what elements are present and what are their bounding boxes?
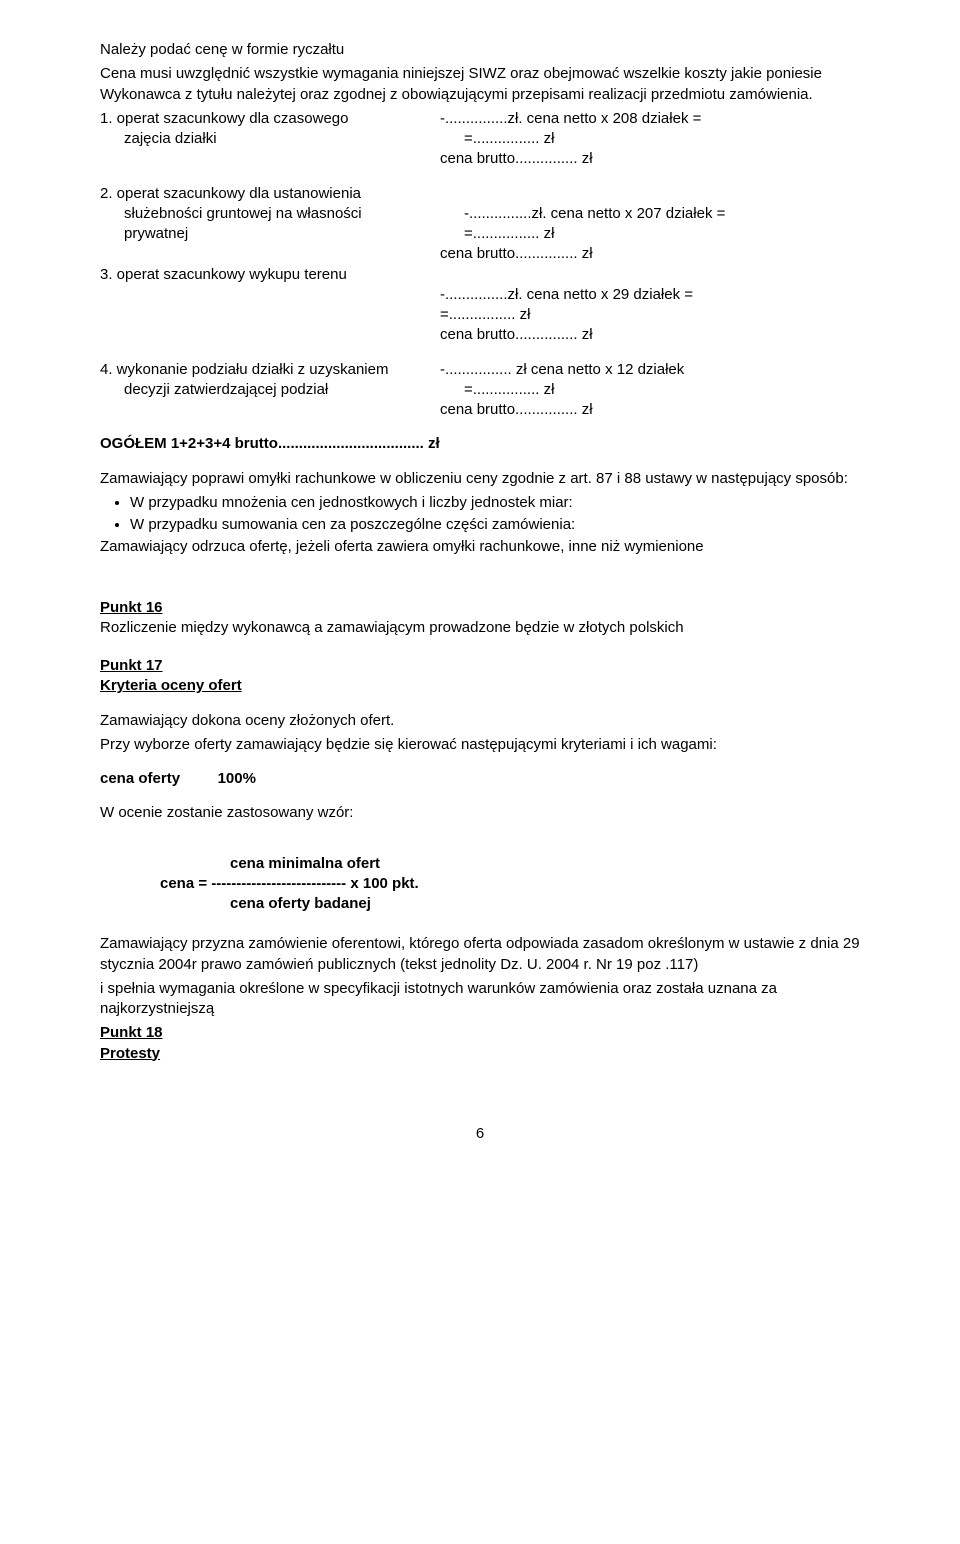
item1-left: 1. operat szacunkowy dla czasowego — [100, 109, 440, 129]
item3-brutto: cena brutto............... zł — [440, 325, 860, 345]
punkt16: Punkt 16 Rozliczenie między wykonawcą a … — [100, 598, 860, 639]
item2-right3: =................ zł — [464, 224, 860, 244]
item4-left2: decyzji zatwierdzającej podział — [100, 380, 464, 400]
item3-right1: -...............zł. cena netto x 29 dzia… — [440, 285, 860, 305]
p16-text: Rozliczenie między wykonawcą a zamawiają… — [100, 618, 860, 638]
p17-l2: Przy wyborze oferty zamawiający będzie s… — [100, 735, 860, 755]
punkt18: Punkt 18 Protesty — [100, 1023, 860, 1064]
item4-brutto: cena brutto............... zł — [440, 400, 860, 420]
item3-row1: -...............zł. cena netto x 29 dzia… — [100, 285, 860, 305]
item2-brutto: cena brutto............... zł — [440, 244, 860, 264]
item4-left1: 4. wykonanie podziału działki z uzyskani… — [100, 360, 440, 380]
p17-frac-mid: cena = --------------------------- x 100… — [160, 874, 860, 894]
omylki-list: W przypadku mnożenia cen jednostkowych i… — [100, 493, 860, 536]
p17-frac-top: cena minimalna ofert — [230, 854, 860, 874]
document-page: Należy podać cenę w formie ryczałtu Cena… — [0, 0, 960, 1544]
p17-title: Punkt 17 — [100, 656, 860, 676]
omylki-head: Zamawiający poprawi omyłki rachunkowe w … — [100, 469, 860, 489]
p17-l1: Zamawiający dokona oceny złożonych ofert… — [100, 711, 860, 731]
item2-left3: prywatnej — [100, 224, 464, 244]
p17-cena-label: cena oferty — [100, 770, 180, 787]
p18-sub: Protesty — [100, 1044, 860, 1064]
item4-row1: 4. wykonanie podziału działki z uzyskani… — [100, 360, 860, 380]
p17-frac-mid-dash: --------------------------- — [211, 875, 346, 892]
intro-line-1: Należy podać cenę w formie ryczałtu — [100, 40, 860, 60]
item2-row4: cena brutto............... zł — [100, 244, 860, 264]
p17-cena-oferty: cena oferty 100% — [100, 769, 860, 789]
p17-tail1: Zamawiający przyzna zamówienie oferentow… — [100, 934, 860, 975]
omylki-bullet-2: W przypadku sumowania cen za poszczególn… — [130, 515, 860, 535]
p17-cena-pct: 100% — [218, 770, 256, 787]
p17-formula: cena minimalna ofert cena = ------------… — [160, 854, 860, 915]
total-line: OGÓŁEM 1+2+3+4 brutto...................… — [100, 434, 860, 454]
item4-right2: =................ zł — [464, 380, 860, 400]
p17-frac-mid-right: x 100 pkt. — [346, 875, 419, 892]
item1-zajecia-right: =................ zł — [464, 129, 860, 149]
page-number: 6 — [100, 1124, 860, 1144]
p17-frac-bot: cena oferty badanej — [230, 894, 860, 914]
item2-row3: prywatnej =................ zł — [100, 224, 860, 244]
item2-line1: 2. operat szacunkowy dla ustanowienia — [100, 184, 860, 204]
item4-row3: cena brutto............... zł — [100, 400, 860, 420]
item3-line1: 3. operat szacunkowy wykupu terenu — [100, 265, 860, 285]
item1-right: -...............zł. cena netto x 208 dzi… — [440, 109, 860, 129]
intro-line-2: Cena musi uwzględnić wszystkie wymagania… — [100, 64, 860, 105]
item1-brutto: cena brutto............... zł — [440, 149, 860, 169]
item3-row3: cena brutto............... zł — [100, 325, 860, 345]
p17-wzor: W ocenie zostanie zastosowany wzór: — [100, 803, 860, 823]
item4-row2: decyzji zatwierdzającej podział =.......… — [100, 380, 860, 400]
item1-row2: zajęcia działki =................ zł — [100, 129, 860, 149]
item3-row2: =................ zł — [100, 305, 860, 325]
item3-right2: =................ zł — [440, 305, 860, 325]
item1-zajecia-left: zajęcia działki — [100, 129, 464, 149]
item1-row3: cena brutto............... zł — [100, 149, 860, 169]
omylki-bullet-1: W przypadku mnożenia cen jednostkowych i… — [130, 493, 860, 513]
p17-tail2: i spełnia wymagania określone w specyfik… — [100, 979, 860, 1020]
p18-title: Punkt 18 — [100, 1023, 860, 1043]
item1-row1: 1. operat szacunkowy dla czasowego -....… — [100, 109, 860, 129]
p17-frac-mid-left: cena = — [160, 875, 211, 892]
item4-right1: -................ zł cena netto x 12 dzi… — [440, 360, 860, 380]
punkt17: Punkt 17 Kryteria oceny ofert Zamawiając… — [100, 656, 860, 1019]
omylki-tail: Zamawiający odrzuca ofertę, jeżeli ofert… — [100, 537, 860, 557]
p17-sub: Kryteria oceny ofert — [100, 676, 860, 696]
p16-title: Punkt 16 — [100, 598, 860, 618]
item2-right2: -...............zł. cena netto x 207 dzi… — [464, 204, 860, 224]
item2-left2: służebności gruntowej na własności — [100, 204, 464, 224]
item2-row2: służebności gruntowej na własności -....… — [100, 204, 860, 224]
